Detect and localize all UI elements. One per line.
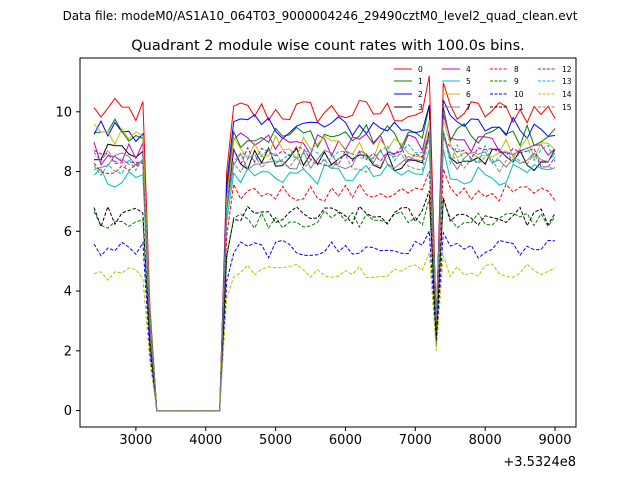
- y-tick-label: 4: [64, 285, 72, 300]
- x-ticks: 3000 4000 5000 6000 7000 8000 9000: [119, 427, 572, 448]
- legend-label: 13: [562, 77, 572, 86]
- chart-title: Quadrant 2 module wise count rates with …: [131, 38, 525, 54]
- legend-label: 8: [514, 65, 519, 74]
- y-tick-label: 0: [64, 404, 72, 419]
- legend-label: 11: [514, 103, 524, 112]
- legend-label: 3: [418, 103, 423, 112]
- legend-label: 12: [562, 65, 572, 74]
- suptitle: Data file: modeM0/AS1A10_064T03_90000042…: [63, 9, 578, 23]
- y-tick-label: 10: [55, 105, 72, 120]
- legend-label: 2: [418, 90, 423, 99]
- legend-label: 9: [514, 77, 519, 86]
- legend-label: 6: [466, 90, 471, 99]
- x-offset-label: +3.5324e8: [503, 455, 576, 470]
- x-tick-label: 9000: [538, 433, 571, 448]
- x-tick-label: 4000: [189, 433, 222, 448]
- y-ticks: 0 2 4 6 8 10: [55, 105, 80, 419]
- y-tick-label: 2: [64, 344, 72, 359]
- series-line-9: [93, 198, 556, 412]
- legend-label: 15: [562, 103, 572, 112]
- legend-label: 1: [418, 77, 423, 86]
- legend-label: 0: [418, 65, 423, 74]
- x-tick-label: 7000: [399, 433, 432, 448]
- y-tick-label: 6: [64, 225, 72, 240]
- series-line-8: [93, 162, 556, 412]
- x-tick-label: 3000: [119, 433, 152, 448]
- legend-label: 7: [466, 103, 471, 112]
- legend-label: 10: [514, 90, 524, 99]
- axes-frame: [79, 57, 577, 428]
- series-layer: [93, 75, 556, 412]
- x-tick-label: 8000: [469, 433, 502, 448]
- legend-label: 14: [562, 90, 572, 99]
- x-tick-label: 6000: [329, 433, 362, 448]
- series-line-15: [93, 134, 556, 412]
- legend-label: 4: [466, 65, 471, 74]
- x-tick-label: 5000: [259, 433, 292, 448]
- y-tick-label: 8: [64, 165, 72, 180]
- legend-label: 5: [466, 77, 471, 86]
